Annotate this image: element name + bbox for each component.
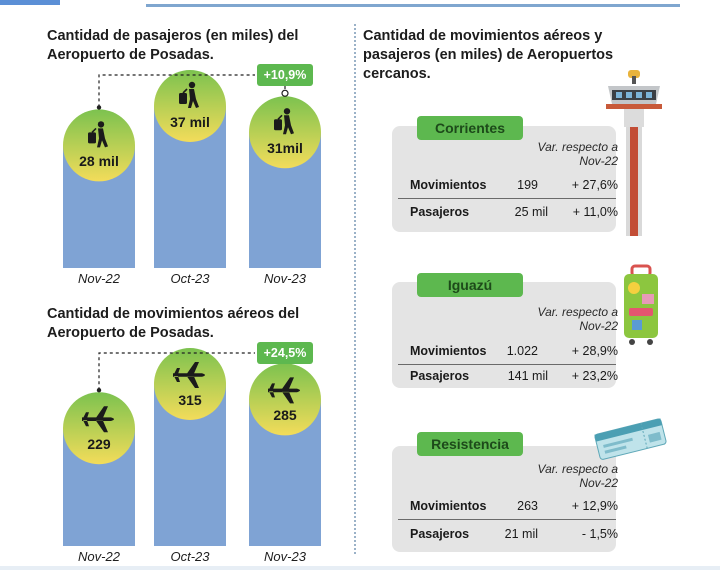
card-corrientes <box>392 126 616 232</box>
x-tick-label: Oct-23 <box>170 271 210 286</box>
airplane-icon <box>268 377 300 404</box>
top-accent-bar <box>0 0 60 5</box>
card-resistencia <box>392 446 616 552</box>
row-var-pasajeros: + 11,0% <box>572 205 618 219</box>
movements-chart: 229 Nov-22 315 Oct-23 285 Nov-23 +24,5% <box>0 338 350 568</box>
var-note-corrientes: Var. respecto a Nov-22 <box>537 140 618 168</box>
row-var-movimientos: + 12,9% <box>571 499 618 513</box>
variation-badge: +24,5% <box>257 342 313 364</box>
movements-chart-title: Cantidad de movimientos aéreos del Aerop… <box>47 306 300 341</box>
row-divider <box>398 198 616 199</box>
walking-traveler-icon <box>179 81 199 108</box>
bar-top-Oct-23 <box>154 348 226 420</box>
row-var-movimientos: + 27,6% <box>571 178 618 192</box>
row-label-movimientos: Movimientos <box>410 344 487 358</box>
row-label-pasajeros: Pasajeros <box>410 527 470 541</box>
card-title-iguazu: Iguazú <box>417 273 523 297</box>
passengers-chart-title: Cantidad de pasajeros (en miles) del Aer… <box>47 28 299 63</box>
value-label: 285 <box>273 407 297 424</box>
airplane-icon <box>82 406 114 433</box>
row-label-pasajeros: Pasajeros <box>410 205 470 219</box>
card-title-corrientes: Corrientes <box>417 116 523 140</box>
card-title-resistencia: Resistencia <box>417 432 523 456</box>
comparison-connector <box>98 74 255 108</box>
bar-top-Nov-22 <box>63 392 135 465</box>
value-label: 37 mil <box>170 114 210 130</box>
x-tick-label: Nov-22 <box>78 549 120 564</box>
value-label: 31mil <box>267 140 303 157</box>
row-divider <box>398 519 616 520</box>
walking-traveler-icon <box>88 121 108 148</box>
card-iguazu <box>392 282 616 388</box>
var-note-iguazu: Var. respecto a Nov-22 <box>537 305 618 333</box>
row-value-pasajeros: 25 mil <box>514 205 548 219</box>
row-value-movimientos: 263 <box>517 499 538 513</box>
x-tick-label: Nov-23 <box>264 271 306 286</box>
row-value-pasajeros: 141 mil <box>507 369 548 383</box>
value-label: 28 mil <box>79 153 119 170</box>
comparison-dot <box>281 89 289 97</box>
row-value-pasajeros: 21 mil <box>504 527 538 541</box>
walking-traveler-icon <box>274 108 294 135</box>
row-var-movimientos: + 28,9% <box>571 344 618 358</box>
nearby-airports-title: Cantidad de movimientos aéreos y pasajer… <box>363 28 614 82</box>
var-note-resistencia: Var. respecto a Nov-22 <box>537 462 618 490</box>
suitcase-illustration <box>624 264 658 345</box>
row-var-pasajeros: - 1,5% <box>581 527 618 541</box>
x-tick-label: Nov-23 <box>264 549 306 564</box>
top-rule <box>146 4 680 7</box>
value-label: 229 <box>87 436 111 453</box>
chart-svg <box>63 70 321 268</box>
row-var-pasajeros: + 23,2% <box>571 369 618 383</box>
passengers-chart: 28 mil Nov-22 37 mil Oct-23 31mil Nov-23 +10,9… <box>0 60 350 290</box>
variation-badge: +10,9% <box>257 64 313 86</box>
x-tick-label: Oct-23 <box>170 549 210 564</box>
row-value-movimientos: 1.022 <box>506 344 538 358</box>
row-value-movimientos: 199 <box>517 178 538 192</box>
airplane-icon <box>173 362 205 388</box>
comparison-connector <box>98 352 255 391</box>
x-tick-label: Nov-22 <box>78 271 120 286</box>
row-label-movimientos: Movimientos <box>410 499 487 513</box>
boarding-pass-illustration <box>594 418 667 460</box>
chart-svg <box>63 348 321 546</box>
row-label-movimientos: Movimientos <box>410 178 487 192</box>
bar-top-Nov-23 <box>249 363 321 436</box>
bottom-strip <box>0 566 720 570</box>
control-tower-illustration <box>606 70 662 236</box>
value-label: 315 <box>178 392 202 408</box>
row-divider <box>398 364 616 365</box>
panel-divider <box>354 24 356 554</box>
row-label-pasajeros: Pasajeros <box>410 369 470 383</box>
